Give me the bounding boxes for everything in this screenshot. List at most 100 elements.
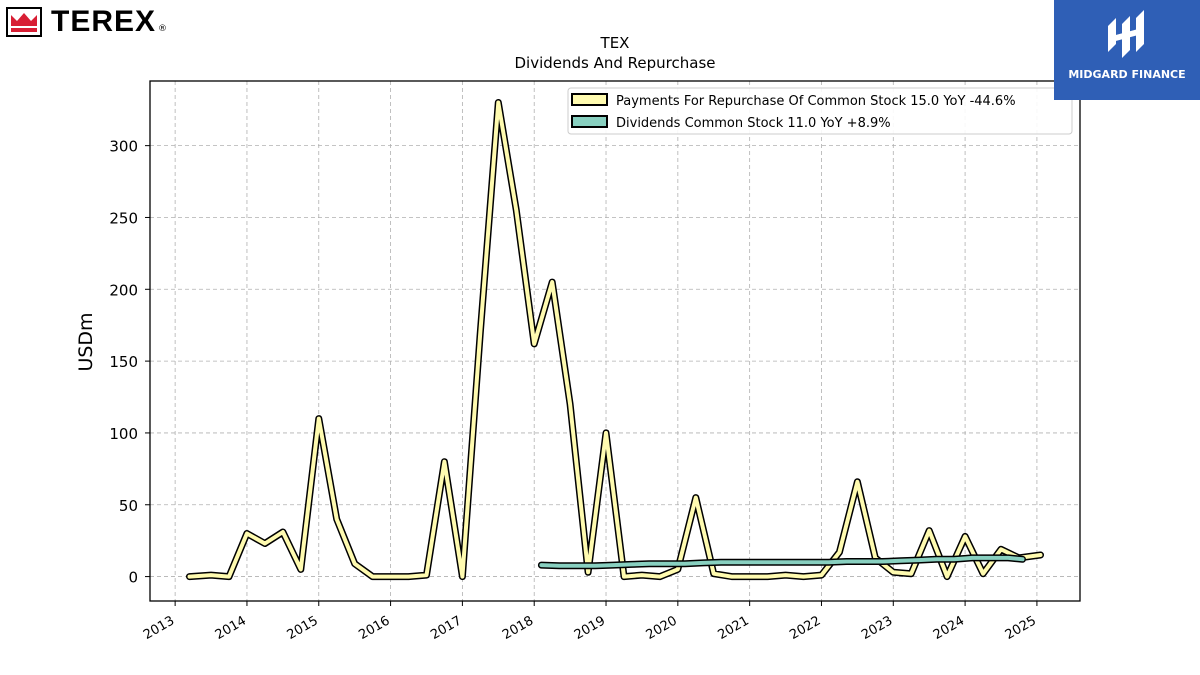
y-axis-ticks: 0 50 100 150 200 250 300 [109,138,150,587]
data-point-repurchase [982,573,984,575]
data-point-dividends [684,563,686,565]
data-point-repurchase [515,209,517,211]
data-point-dividends [863,560,865,562]
y-axis-label: USDm [75,312,97,371]
data-point-dividends [720,561,722,563]
x-tick-label: 2022 [787,613,823,643]
data-point-repurchase [479,331,481,333]
data-point-repurchase [407,575,409,577]
data-point-dividends [1021,558,1023,560]
data-point-repurchase [784,574,786,576]
data-point-dividends [738,561,740,563]
x-tick-label: 2014 [213,613,249,643]
legend-label-dividends: Dividends Common Stock 11.0 YoY +8.9% [616,116,891,131]
data-point-dividends [648,563,650,565]
legend-label-repurchase: Payments For Repurchase Of Common Stock … [616,94,1016,109]
midgard-finance-name: MIDGARD FINANCE [1068,68,1186,81]
data-point-repurchase [1000,548,1002,550]
data-point-dividends [630,563,632,565]
midgard-logo-icon [1108,10,1144,58]
y-tick-label: 150 [109,353,138,371]
legend-swatch-repurchase [571,93,608,106]
data-point-repurchase [282,531,284,533]
x-tick-label: 2013 [141,613,177,643]
data-point-dividends [899,560,901,562]
data-point-repurchase [300,568,302,570]
data-point-dividends [612,564,614,566]
y-tick-label: 300 [109,138,138,156]
data-point-repurchase [623,575,625,577]
data-point-repurchase [210,574,212,576]
data-point-dividends [558,565,560,567]
x-tick-label: 2021 [715,613,751,643]
data-point-repurchase [246,532,248,534]
legend-swatch-dividends [571,115,608,128]
data-point-repurchase [264,542,266,544]
data-point-repurchase [641,574,643,576]
x-tick-label: 2015 [285,613,321,643]
plot-frame [149,80,1081,602]
data-point-repurchase [371,575,373,577]
data-point-repurchase [551,281,553,283]
brand-name: TEREX [51,5,157,38]
terex-crown-icon [6,7,42,37]
data-point-dividends [666,563,668,565]
data-point-dividends [989,557,991,559]
data-point-repurchase [228,575,230,577]
chart-subtitle: Dividends And Repurchase [514,54,715,72]
data-point-dividends [792,561,794,563]
data-point-repurchase [766,575,768,577]
terex-logo: TEREX ® [6,6,167,38]
data-point-repurchase [946,575,948,577]
y-tick-label: 50 [119,497,138,515]
data-point-dividends [845,560,847,562]
y-tick-label: 250 [109,209,138,227]
data-point-repurchase [188,575,190,577]
data-point-dividends [1007,557,1009,559]
data-point-dividends [881,560,883,562]
data-point-dividends [594,565,596,567]
x-axis-ticks: 2013 2014 2015 2016 2017 2018 2019 2020 2021 2022… [141,601,1039,643]
data-point-repurchase [587,571,589,573]
data-point-repurchase [659,575,661,577]
data-point-repurchase [336,518,338,520]
data-point-repurchase [318,417,320,419]
data-point-dividends [971,557,973,559]
y-tick-label: 100 [109,425,138,443]
data-point-repurchase [695,496,697,498]
data-point-repurchase [910,573,912,575]
data-point-repurchase [677,568,679,570]
data-point-repurchase [425,574,427,576]
data-point-repurchase [1039,554,1041,556]
data-point-dividends [935,558,937,560]
brand-registered-mark: ® [158,24,168,34]
data-point-repurchase [354,563,356,565]
legend: Payments For Repurchase Of Common Stock … [567,87,1073,135]
data-point-repurchase [461,575,463,577]
data-point-repurchase [443,461,445,463]
chart-title: TEX [600,34,630,52]
data-point-repurchase [389,575,391,577]
x-tick-label: 2025 [1003,613,1039,643]
data-point-repurchase [838,551,840,553]
legend-box [567,87,1073,135]
x-tick-label: 2016 [356,613,392,643]
data-point-repurchase [964,535,966,537]
data-point-repurchase [749,575,751,577]
data-point-repurchase [533,343,535,345]
data-point-repurchase [802,575,804,577]
data-point-dividends [576,565,578,567]
y-tick-label: 0 [128,569,138,587]
x-tick-label: 2018 [500,613,536,643]
data-point-repurchase [928,529,930,531]
x-tick-label: 2020 [644,613,680,643]
data-point-repurchase [713,573,715,575]
data-point-repurchase [856,481,858,483]
data-point-dividends [540,564,542,566]
data-point-repurchase [569,403,571,405]
data-point-repurchase [731,575,733,577]
data-point-dividends [827,561,829,563]
data-point-dividends [756,561,758,563]
x-tick-label: 2019 [572,613,608,643]
data-point-dividends [810,561,812,563]
